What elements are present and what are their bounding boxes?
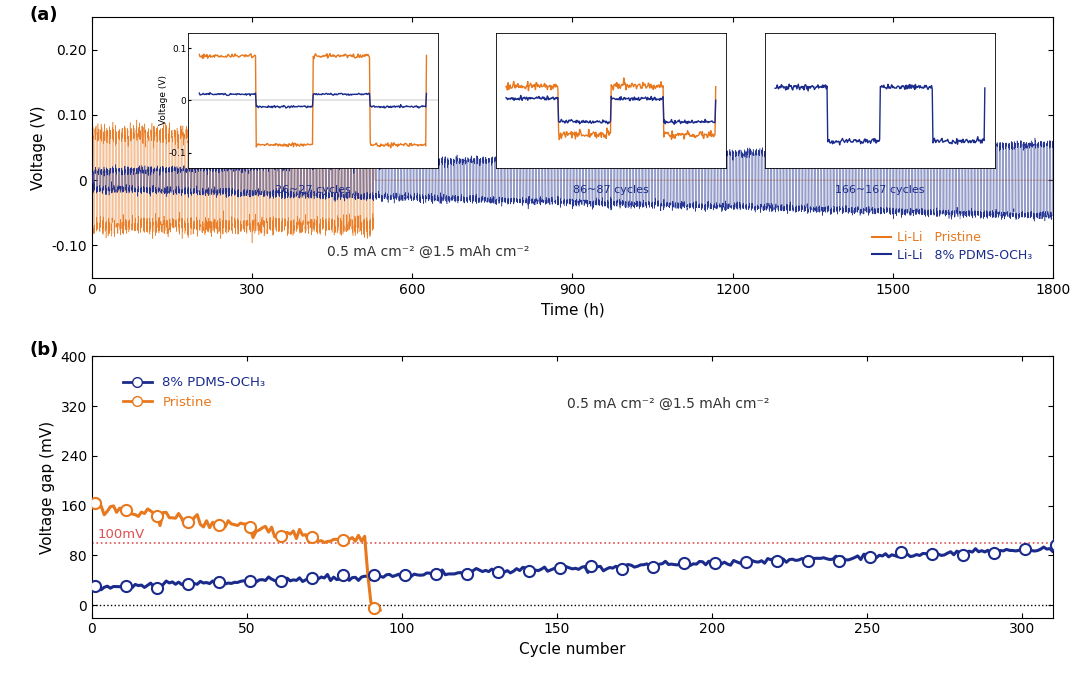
X-axis label: Time (h): Time (h)	[540, 302, 605, 317]
Text: 100mV: 100mV	[98, 528, 145, 541]
Text: (a): (a)	[29, 7, 58, 24]
Y-axis label: Voltage (V): Voltage (V)	[30, 105, 45, 190]
Legend: Li-Li   Pristine, Li-Li   8% PDMS-OCH₃: Li-Li Pristine, Li-Li 8% PDMS-OCH₃	[867, 226, 1037, 267]
Text: 0.5 mA cm⁻² @1.5 mAh cm⁻²: 0.5 mA cm⁻² @1.5 mAh cm⁻²	[327, 245, 529, 259]
Y-axis label: Voltage gap (mV): Voltage gap (mV)	[40, 421, 55, 554]
Text: (b): (b)	[29, 341, 58, 358]
Legend: 8% PDMS-OCH₃, Pristine: 8% PDMS-OCH₃, Pristine	[118, 371, 271, 414]
Text: 0.5 mA cm⁻² @1.5 mAh cm⁻²: 0.5 mA cm⁻² @1.5 mAh cm⁻²	[567, 396, 770, 410]
X-axis label: Cycle number: Cycle number	[519, 642, 625, 657]
